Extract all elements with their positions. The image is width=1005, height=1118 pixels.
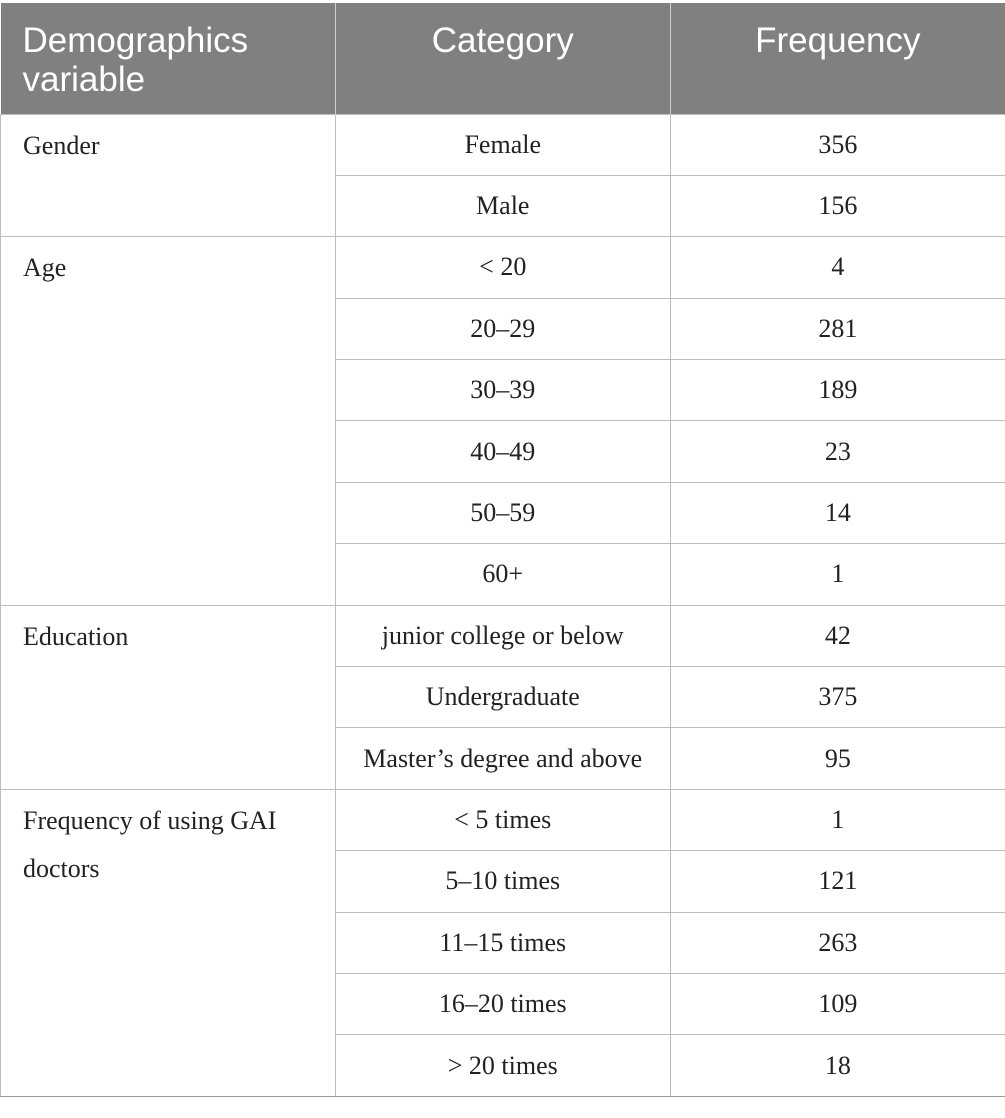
- frequency-cell: 1: [670, 789, 1005, 850]
- variable-cell: Education: [1, 605, 336, 789]
- frequency-cell: 121: [670, 851, 1005, 912]
- category-cell: Undergraduate: [335, 667, 670, 728]
- category-cell: 5–10 times: [335, 851, 670, 912]
- frequency-cell: 356: [670, 114, 1005, 175]
- frequency-cell: 109: [670, 973, 1005, 1034]
- category-cell: 20–29: [335, 298, 670, 359]
- variable-cell: Gender: [1, 114, 336, 237]
- category-cell: < 20: [335, 237, 670, 298]
- category-cell: < 5 times: [335, 789, 670, 850]
- variable-cell: Age: [1, 237, 336, 605]
- header-cell: Demographics variable: [1, 3, 336, 114]
- frequency-cell: 1: [670, 544, 1005, 605]
- category-cell: 16–20 times: [335, 973, 670, 1034]
- category-cell: > 20 times: [335, 1035, 670, 1096]
- frequency-cell: 42: [670, 605, 1005, 666]
- category-cell: junior college or below: [335, 605, 670, 666]
- header-cell: Category: [335, 3, 670, 114]
- frequency-cell: 23: [670, 421, 1005, 482]
- category-cell: Female: [335, 114, 670, 175]
- category-cell: Male: [335, 175, 670, 236]
- category-cell: 60+: [335, 544, 670, 605]
- frequency-cell: 156: [670, 175, 1005, 236]
- category-cell: Master’s degree and above: [335, 728, 670, 789]
- variable-cell: Frequency of using GAI doctors: [1, 789, 336, 1096]
- frequency-cell: 14: [670, 482, 1005, 543]
- frequency-cell: 189: [670, 360, 1005, 421]
- frequency-cell: 281: [670, 298, 1005, 359]
- frequency-cell: 18: [670, 1035, 1005, 1096]
- category-cell: 11–15 times: [335, 912, 670, 973]
- frequency-cell: 95: [670, 728, 1005, 789]
- frequency-cell: 4: [670, 237, 1005, 298]
- category-cell: 30–39: [335, 360, 670, 421]
- category-cell: 50–59: [335, 482, 670, 543]
- category-cell: 40–49: [335, 421, 670, 482]
- frequency-cell: 263: [670, 912, 1005, 973]
- header-cell: Frequency: [670, 3, 1005, 114]
- frequency-cell: 375: [670, 667, 1005, 728]
